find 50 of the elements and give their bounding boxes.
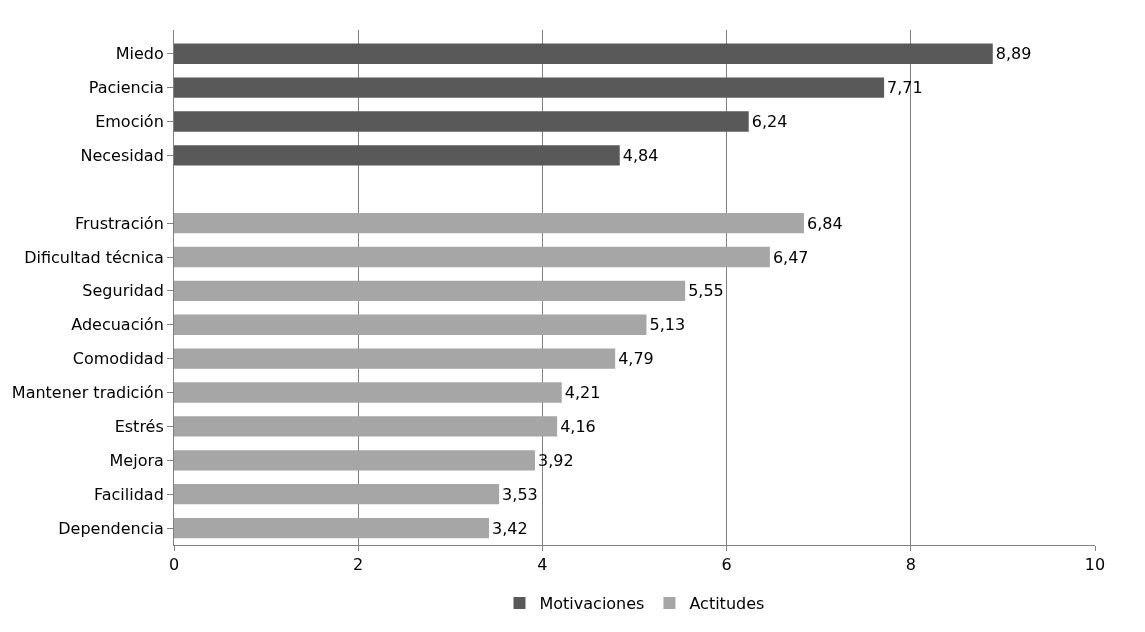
bar (174, 416, 558, 437)
data-label: 4,21 (564, 383, 601, 403)
x-tick-label: 0 (168, 555, 180, 575)
bar (174, 314, 647, 335)
legend-label: Motivaciones (539, 594, 645, 614)
y-tick-label: Paciencia (88, 78, 164, 98)
bar (174, 43, 993, 64)
x-tick-label: 6 (721, 555, 732, 575)
y-tick-label: Facilidad (94, 484, 164, 504)
legend-label: Actitudes (689, 594, 765, 614)
y-tick-label: Dependencia (58, 518, 164, 538)
y-tick-label: Necesidad (80, 145, 164, 165)
bar (174, 212, 804, 234)
y-tick-label: Adecuación (71, 315, 164, 335)
y-tick-label: Comodidad (72, 349, 164, 369)
data-label: 3,53 (502, 484, 538, 504)
bar (174, 77, 885, 98)
data-label: 4,79 (618, 349, 654, 369)
y-tick-label: Frustración (74, 213, 164, 233)
y-tick-label: Seguridad (82, 281, 164, 301)
x-tick-label: 8 (905, 555, 916, 575)
data-label: 5,13 (649, 315, 686, 335)
data-label: 4,84 (622, 145, 659, 165)
bar (174, 111, 749, 132)
y-tick-label: Emoción (95, 112, 164, 132)
data-label: 4,16 (560, 416, 596, 436)
data-label: 5,55 (688, 281, 724, 301)
y-tick-label: Mantener tradición (11, 383, 164, 403)
x-tick-label: 2 (353, 555, 364, 575)
data-label: 3,92 (538, 450, 574, 470)
bar (174, 280, 686, 302)
y-tick-label: Estrés (114, 417, 164, 437)
y-tick-label: Mejora (109, 450, 164, 470)
bar (174, 145, 620, 166)
x-tick-label: 10 (1084, 555, 1106, 575)
bar (174, 450, 536, 471)
bar (174, 246, 770, 268)
bar (174, 517, 489, 539)
data-label: 6,24 (751, 111, 788, 131)
data-label: 6,47 (772, 247, 809, 267)
bar (174, 382, 562, 403)
data-label: 3,42 (491, 518, 528, 538)
y-tick-label: Dificultad técnica (24, 247, 164, 267)
y-tick-label: Miedo (115, 44, 164, 64)
data-label: 8,89 (995, 44, 1032, 64)
bar (174, 348, 616, 369)
x-tick-label: 4 (537, 555, 548, 575)
data-label: 7,71 (887, 78, 923, 98)
bar (174, 484, 500, 505)
data-label: 6,84 (806, 213, 843, 233)
